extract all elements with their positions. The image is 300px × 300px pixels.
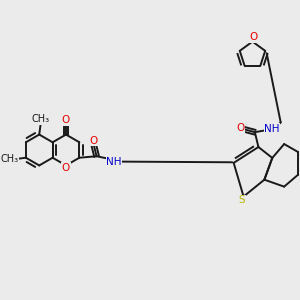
Text: NH: NH bbox=[106, 157, 122, 166]
Text: NH: NH bbox=[264, 124, 280, 134]
Text: O: O bbox=[62, 115, 70, 125]
Text: CH₃: CH₃ bbox=[1, 154, 19, 164]
Text: O: O bbox=[89, 136, 98, 146]
Text: S: S bbox=[239, 195, 245, 205]
Text: CH₃: CH₃ bbox=[32, 114, 50, 124]
Text: O: O bbox=[249, 32, 257, 42]
Text: O: O bbox=[62, 163, 70, 173]
Text: O: O bbox=[236, 123, 245, 133]
